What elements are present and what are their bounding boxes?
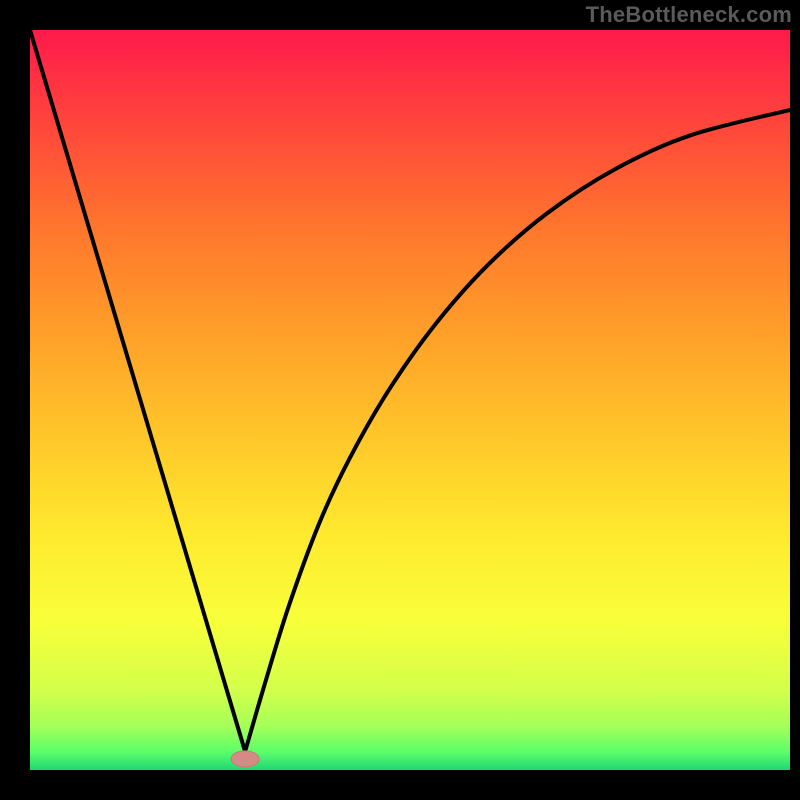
bottleneck-chart	[0, 0, 800, 800]
cusp-marker	[231, 751, 259, 767]
watermark-text: TheBottleneck.com	[586, 2, 792, 28]
chart-stage: TheBottleneck.com	[0, 0, 800, 800]
